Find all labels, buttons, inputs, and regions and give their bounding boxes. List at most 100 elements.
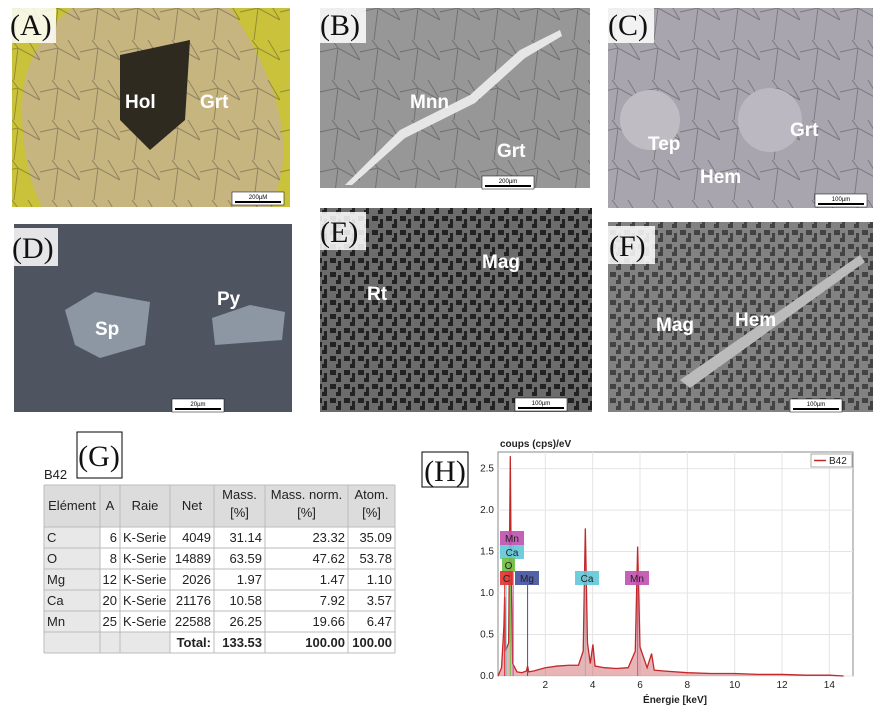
mineral-label: Hol [125,92,156,113]
total-cell: 133.53 [222,635,262,650]
panel-label: (G) [78,440,120,473]
scale-label: 20µm [190,402,205,408]
marker-label: C [503,574,510,585]
cell: Mg [47,572,65,587]
panel-label: (A) [10,9,52,42]
marker-label: O [505,561,513,572]
panel-label: (D) [12,232,54,265]
scale-label: 200µm [499,179,517,185]
mineral-label: Hem [735,310,776,331]
sample-name: B42 [44,467,67,482]
cell: 20 [103,593,117,608]
x-tick-label: 6 [637,680,643,691]
y-tick-label: 0.5 [480,630,494,641]
x-tick-label: 8 [685,680,691,691]
cell: K-Serie [123,593,166,608]
cell: O [47,551,57,566]
panel-label: (F) [609,230,646,263]
mineral-label: Grt [497,141,526,162]
spectrum-fill [498,456,844,676]
total-cell: 100.00 [305,635,345,650]
header-cell: Mass. norm. [271,487,343,502]
header-cell: [%] [362,505,381,520]
cell: Ca [47,593,64,608]
mineral-label: Py [217,289,241,310]
cell: 53.78 [359,551,392,566]
header-cell: Atom. [355,487,389,502]
cell: 35.09 [359,530,392,545]
cell: 1.47 [320,572,345,587]
cell: 63.59 [229,551,262,566]
cell: 19.66 [312,614,345,629]
x-axis-label: Énergie [keV] [643,693,707,706]
header-cell: Raie [132,498,159,513]
x-tick-label: 2 [543,680,549,691]
header-cell: Elément [48,498,96,513]
spectrum-line [498,456,844,676]
cell: 7.92 [320,593,345,608]
panel-label: (C) [608,9,648,42]
x-tick-label: 12 [776,680,788,691]
cell: K-Serie [123,572,166,587]
figure: (A) Hol Grt 200µM (B) Mnn Grt 200µm (C) Tep Grt Hem… [0,0,878,709]
plot-frame [498,452,853,676]
scale-label: 200µM [249,195,267,201]
scale-label: 100µm [532,401,550,407]
y-tick-label: 0.0 [480,671,494,682]
total-label: Total: [177,635,211,650]
total-cell: 100.00 [352,635,392,650]
marker-label: Mn [630,574,644,585]
panel-label: (H) [424,455,466,488]
y-tick-label: 1.5 [480,547,494,558]
cell: C [47,530,56,545]
cell: 6 [110,530,117,545]
x-tick-label: 14 [824,680,836,691]
header-bg [44,485,395,527]
header-cell: Net [182,498,203,513]
marker-label: Mn [505,534,519,545]
mineral-label: Grt [200,92,229,113]
marker-label: Ca [581,574,594,585]
marker-label: Mg [520,574,534,585]
cell: 31.14 [229,530,262,545]
total-bg [44,632,170,653]
panel-label: (B) [320,9,360,42]
scale-label: 100µm [807,402,825,408]
legend-label: B42 [829,456,847,467]
cell: 12 [103,572,117,587]
cell: 8 [110,551,117,566]
scale-label: 100µm [832,197,850,203]
cell: 4049 [182,530,211,545]
y-tick-label: 2.5 [480,464,494,475]
mineral-label: Mag [482,252,520,273]
y-axis-label: coups (cps)/eV [500,439,571,450]
cell: K-Serie [123,530,166,545]
marker-label: Ca [506,548,519,559]
cell: 47.62 [312,551,345,566]
cell: 21176 [176,593,211,608]
cell: 14889 [175,551,211,566]
cell: K-Serie [123,551,166,566]
mineral-label: Grt [790,120,819,141]
cell: 1.97 [237,572,262,587]
header-cell: Mass. [222,487,257,502]
mineral-label: Sp [95,319,119,340]
header-cell: [%] [297,505,316,520]
x-tick-label: 10 [729,680,741,691]
mineral-label: Mag [656,315,694,336]
cell: 25 [103,614,117,629]
cell: 10.58 [229,593,262,608]
mineral-label: Mnn [410,92,449,113]
cell: 1.10 [367,572,392,587]
y-tick-label: 2.0 [480,505,494,516]
header-cell: [%] [230,505,249,520]
cell: 3.57 [367,593,392,608]
cell: 2026 [182,572,211,587]
mineral-label: Hem [700,167,741,188]
cell: Mn [47,614,65,629]
cell: 26.25 [229,614,262,629]
mineral-label: Rt [367,284,388,305]
cell: 22588 [175,614,211,629]
mineral-label: Tep [648,134,680,155]
cell: K-Serie [123,614,166,629]
